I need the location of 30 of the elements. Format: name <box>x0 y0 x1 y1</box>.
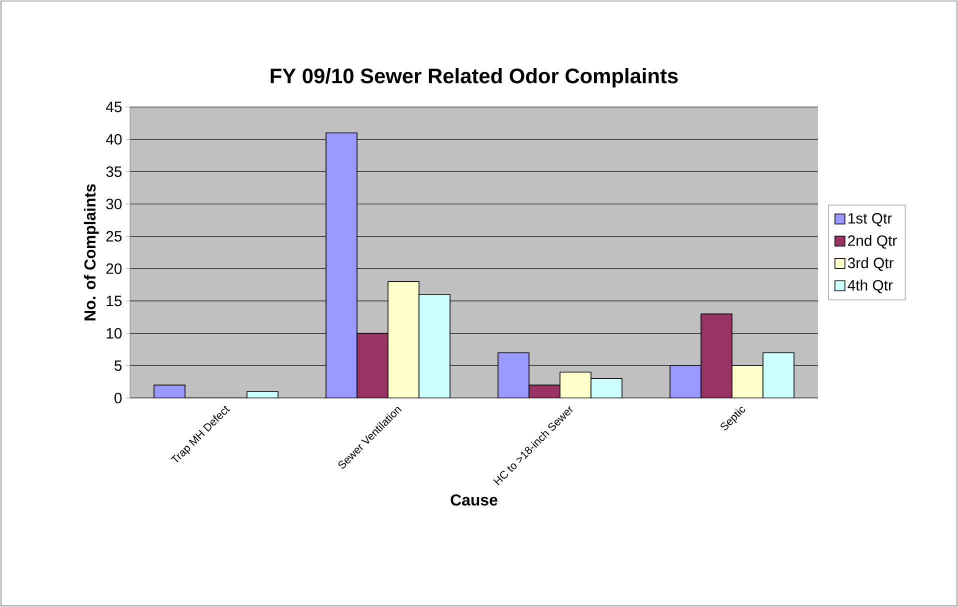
y-tick-label: 45 <box>106 102 122 112</box>
bar <box>388 281 420 398</box>
legend-label: 1st Qtr <box>848 213 892 226</box>
y-tick-label: 5 <box>114 360 122 371</box>
y-tick-label: 35 <box>106 166 122 177</box>
y-axis-title: No. of Complaints <box>84 184 99 320</box>
bar <box>356 332 388 398</box>
y-tick-label: 25 <box>106 231 122 242</box>
legend-label: 3rd Qtr <box>848 257 894 271</box>
bar <box>498 352 530 398</box>
bar <box>418 294 450 398</box>
bar <box>529 385 560 398</box>
y-tick-label: 20 <box>106 263 122 274</box>
y-tick-label: 15 <box>106 296 122 306</box>
y-tick-label: 10 <box>106 328 122 339</box>
bar <box>762 352 794 398</box>
y-tick-label: 40 <box>106 134 122 145</box>
legend-label: 2nd Qtr <box>848 234 897 249</box>
bar <box>326 132 358 398</box>
x-axis-title: Cause <box>450 494 498 506</box>
y-tick-label: 0 <box>114 392 122 404</box>
bar <box>700 314 732 398</box>
bar <box>670 365 702 398</box>
legend-label: 4th Qtr <box>848 280 893 294</box>
bar <box>154 385 186 398</box>
chart-title: FY 09/10 Sewer Related Odor Complaints <box>270 68 678 88</box>
bar <box>732 365 764 398</box>
bar <box>560 372 592 398</box>
y-tick-label: 30 <box>106 198 122 210</box>
bar <box>590 378 622 398</box>
